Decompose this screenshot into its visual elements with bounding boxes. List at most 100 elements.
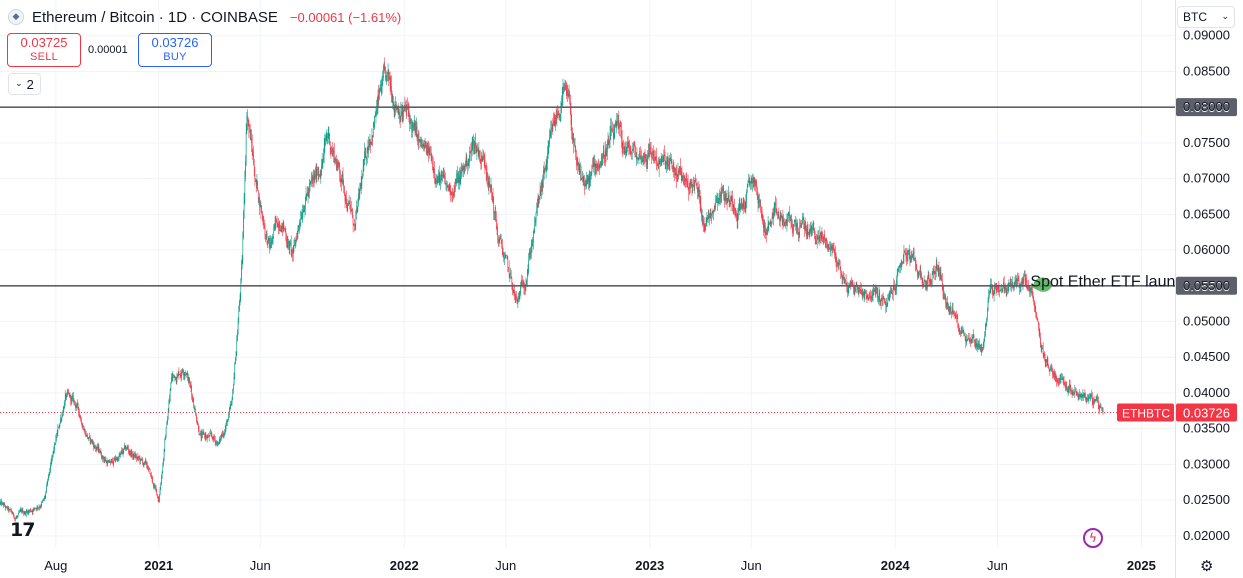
candle-body (790, 219, 792, 222)
candle (1054, 371, 1056, 382)
candle (504, 251, 506, 259)
candle (93, 442, 95, 449)
candle (270, 235, 271, 250)
candle (749, 174, 751, 186)
candle-body (431, 154, 433, 164)
candle (269, 235, 271, 254)
candle-body (425, 145, 427, 146)
candle (755, 179, 757, 187)
candle (629, 139, 630, 154)
candle (980, 343, 982, 356)
candle (354, 223, 356, 231)
candle-body (818, 237, 819, 240)
candle (206, 434, 207, 440)
candle-body (439, 173, 441, 183)
candle-body (702, 216, 704, 220)
candle (623, 139, 624, 154)
candle-body (576, 161, 578, 166)
candle-body (1040, 346, 1042, 348)
sell-button[interactable]: 0.03725 SELL (7, 33, 81, 67)
candle-body (490, 185, 492, 188)
candle-body (933, 269, 934, 274)
candle-body (472, 139, 474, 145)
candle-body (744, 206, 745, 210)
candle-body (592, 163, 594, 167)
candle-body (276, 222, 278, 227)
candle-body (79, 412, 80, 415)
candle (222, 430, 223, 437)
candle (182, 368, 184, 376)
candle-body (62, 409, 64, 415)
candle-body (607, 148, 608, 153)
candle (744, 201, 746, 213)
candle-body (635, 155, 637, 158)
y-tick-label: 0.06500 (1183, 206, 1230, 221)
candle-body (442, 174, 443, 176)
candle-body (691, 181, 693, 188)
symbol-logo-icon: ◆ (8, 9, 24, 25)
candle (1065, 380, 1066, 391)
candle (886, 302, 888, 308)
candle (61, 412, 63, 422)
candle-body (462, 167, 464, 171)
candle (335, 156, 336, 164)
candle-body (801, 224, 803, 226)
candle-body (676, 176, 678, 181)
symbol-badge (1117, 403, 1174, 422)
candle (905, 252, 907, 262)
candle (870, 295, 872, 303)
candle (662, 155, 664, 163)
candle-body (1015, 279, 1017, 284)
candle (36, 504, 38, 511)
candle-body (220, 437, 221, 441)
candle-body (156, 488, 158, 495)
candle (2, 502, 3, 506)
candle-body (668, 163, 670, 167)
candle-body (737, 212, 739, 221)
candle-body (606, 152, 607, 157)
candle-body (800, 225, 801, 226)
candle (117, 456, 119, 462)
candle-body (550, 129, 552, 136)
candle-body (101, 456, 103, 459)
candle-body (540, 189, 542, 192)
candle-body (721, 190, 722, 196)
candle (730, 195, 731, 207)
candle-body (903, 251, 905, 257)
candle (168, 399, 170, 413)
candle (371, 128, 373, 146)
candle-body (592, 165, 593, 167)
candle (229, 407, 230, 419)
candle (156, 488, 158, 496)
candle-body (613, 132, 614, 139)
candle (616, 112, 618, 134)
candle (214, 435, 216, 446)
candle (307, 186, 309, 204)
candle (112, 461, 114, 466)
candle (578, 161, 579, 171)
candle-body (15, 517, 17, 519)
candle-body (856, 283, 858, 286)
candle-body (336, 167, 338, 169)
candle (196, 412, 197, 423)
candle-body (301, 218, 302, 220)
candle-body (469, 155, 470, 163)
candle-body (282, 224, 284, 229)
symbol-title[interactable]: Ethereum / Bitcoin · 1D · COINBASE (32, 8, 278, 26)
candle (531, 239, 532, 259)
candle (713, 210, 714, 221)
y-tick-label: 0.04000 (1183, 385, 1230, 400)
candle-body (428, 145, 429, 153)
candle (369, 133, 371, 148)
candle-body (732, 203, 734, 208)
candle-body (418, 134, 419, 141)
candle (569, 90, 570, 105)
candle (1053, 370, 1055, 380)
candle (44, 495, 45, 502)
candle (606, 143, 607, 157)
candle (103, 456, 105, 463)
candle (588, 169, 590, 192)
candle (902, 261, 903, 265)
